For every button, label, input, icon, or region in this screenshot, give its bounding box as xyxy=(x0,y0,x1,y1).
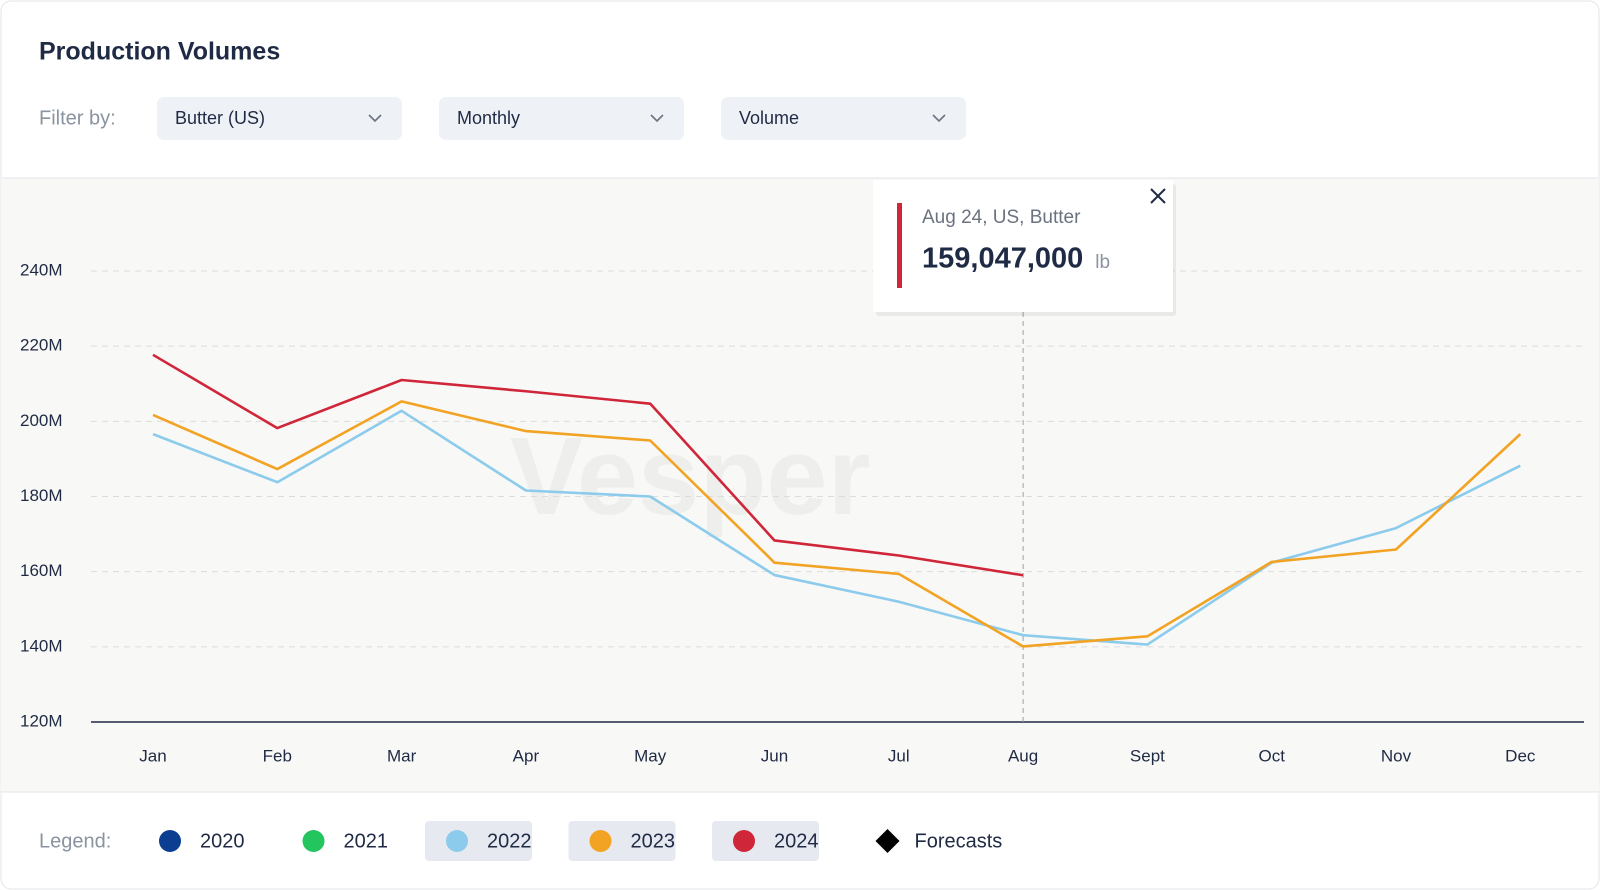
legend-text[interactable]: Forecasts xyxy=(915,830,1003,852)
y-tick-label: 180M xyxy=(20,486,63,505)
legend-item[interactable]: 2020 xyxy=(159,830,245,852)
tooltip: Aug 24, US, Butter 159,047,000 lb xyxy=(873,180,1176,316)
x-tick-label: Jun xyxy=(761,746,788,765)
legend-text[interactable]: 2020 xyxy=(200,830,245,852)
y-tick-label: 240M xyxy=(20,260,63,279)
legend-marker[interactable] xyxy=(446,830,468,852)
filter-label: Filter by: xyxy=(39,107,116,129)
x-tick-label: Jul xyxy=(888,746,910,765)
tooltip-accent xyxy=(897,203,902,288)
series-line xyxy=(152,400,1522,648)
series-line xyxy=(152,353,1024,577)
series-line xyxy=(152,409,1521,646)
legend-item[interactable]: 2021 xyxy=(302,830,389,852)
y-tick-label: 140M xyxy=(20,636,63,655)
x-tick-label: Jan xyxy=(139,746,166,765)
close-icon[interactable] xyxy=(1150,188,1166,204)
legend-text[interactable]: 2022 xyxy=(487,830,532,852)
x-tick-label: Apr xyxy=(513,746,540,765)
legend-marker[interactable] xyxy=(302,830,325,852)
legend-text[interactable]: 2021 xyxy=(344,830,389,852)
y-tick-label: 160M xyxy=(20,561,63,580)
legend-marker[interactable] xyxy=(589,830,612,852)
legend-text[interactable]: 2024 xyxy=(774,830,819,852)
tooltip-value: 159,047,000 xyxy=(922,243,1083,275)
y-tick-label: 200M xyxy=(20,411,63,430)
tooltip-box xyxy=(873,180,1173,312)
legend-label: Legend: xyxy=(39,830,111,852)
y-tick-label: 220M xyxy=(20,336,63,355)
forecast-marker[interactable] xyxy=(875,829,900,853)
dropdown-value[interactable]: Volume xyxy=(739,108,799,128)
legend-highlight[interactable] xyxy=(712,821,819,861)
legend-item[interactable]: Forecasts xyxy=(875,829,1003,853)
close-button[interactable] xyxy=(1150,188,1166,204)
legend-marker[interactable] xyxy=(159,830,181,852)
x-tick-label: May xyxy=(634,746,667,765)
legend-item[interactable]: 2024 xyxy=(712,821,819,861)
tooltip-title: Aug 24, US, Butter xyxy=(922,207,1081,228)
x-tick-label: Nov xyxy=(1381,746,1412,765)
legend-highlight[interactable] xyxy=(568,821,676,861)
x-tick-label: Aug xyxy=(1008,746,1038,765)
legend-marker[interactable] xyxy=(733,830,755,852)
legend-item[interactable]: 2023 xyxy=(568,821,676,861)
chart-background xyxy=(1,178,1599,792)
dropdown-box[interactable] xyxy=(721,97,966,140)
chevron[interactable] xyxy=(932,114,946,123)
legend-highlight[interactable] xyxy=(425,821,532,861)
x-tick-label: Oct xyxy=(1258,746,1285,765)
legend-text[interactable]: 2023 xyxy=(631,830,676,852)
legend-item[interactable]: 2022 xyxy=(425,821,532,861)
x-tick-label: Feb xyxy=(263,746,292,765)
x-tick-label: Mar xyxy=(387,746,417,765)
filter-dropdown[interactable]: Butter (US) xyxy=(157,97,402,140)
x-tick-label: Sept xyxy=(1130,746,1165,765)
dropdown-box[interactable] xyxy=(439,97,684,140)
dropdown-box[interactable] xyxy=(157,97,402,140)
x-tick-label: Dec xyxy=(1505,746,1536,765)
chevron[interactable] xyxy=(650,114,664,123)
y-tick-label: 120M xyxy=(20,711,63,730)
title: Production Volumes xyxy=(39,38,280,66)
dropdown-value[interactable]: Butter (US) xyxy=(175,108,265,128)
dropdown-value[interactable]: Monthly xyxy=(457,108,520,128)
tooltip-unit: lb xyxy=(1095,252,1110,273)
filter-dropdown[interactable]: Monthly xyxy=(439,97,684,140)
chevron[interactable] xyxy=(368,114,382,123)
filter-dropdown[interactable]: Volume xyxy=(721,97,966,140)
